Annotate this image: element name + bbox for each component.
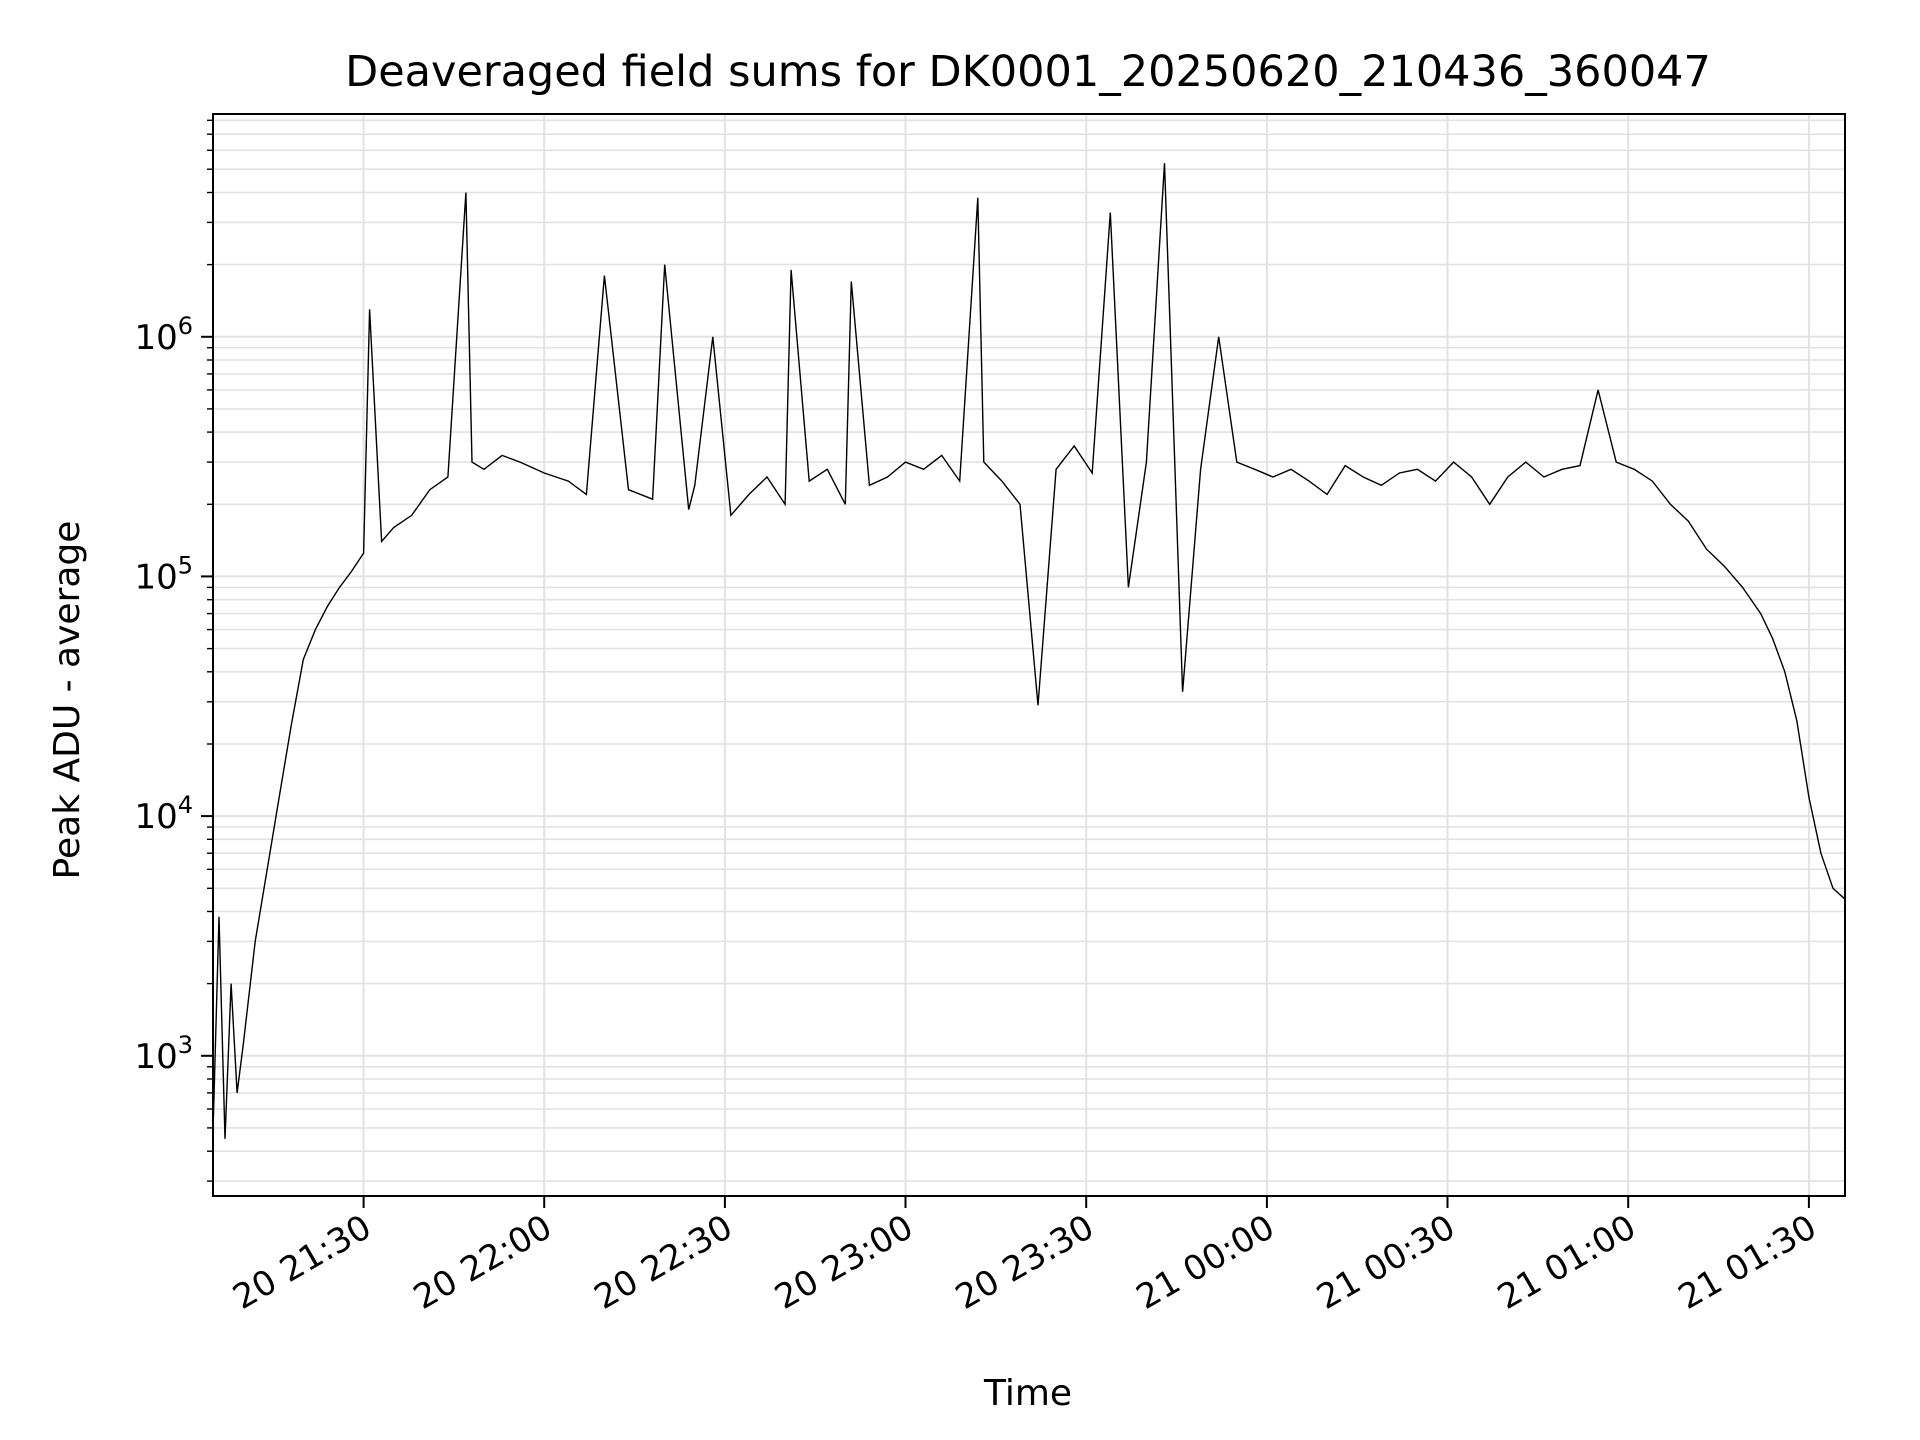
y-axis: 103 104 105 106 <box>134 119 213 1182</box>
x-tick-label: 20 22:00 <box>407 1207 559 1318</box>
x-tick-label: 20 22:30 <box>588 1207 740 1318</box>
y-tick-label: 105 <box>134 551 193 597</box>
x-tick-label: 20 23:00 <box>768 1207 920 1318</box>
grid <box>213 114 1845 1196</box>
x-axis: 20 21:30 20 22:00 20 22:30 20 23:00 20 23:30… <box>226 1196 1823 1318</box>
x-tick-label: 21 01:30 <box>1672 1207 1824 1318</box>
y-axis-label: Peak ADU - average <box>47 521 88 880</box>
plot-frame <box>212 113 1846 1197</box>
x-tick-label: 20 23:30 <box>949 1207 1101 1318</box>
x-axis-label: Time <box>983 1373 1072 1414</box>
x-tick-label: 21 00:00 <box>1130 1207 1282 1318</box>
y-tick-label: 104 <box>134 791 193 837</box>
x-tick-label: 20 21:30 <box>226 1207 378 1318</box>
y-tick-label: 103 <box>134 1031 193 1077</box>
chart-title: Deaveraged field sums for DK0001_2025062… <box>345 47 1711 97</box>
y-tick-label: 106 <box>134 312 193 358</box>
x-tick-label: 21 01:00 <box>1491 1207 1643 1318</box>
x-tick-label: 21 00:30 <box>1310 1207 1462 1318</box>
series-line <box>212 163 1846 1139</box>
